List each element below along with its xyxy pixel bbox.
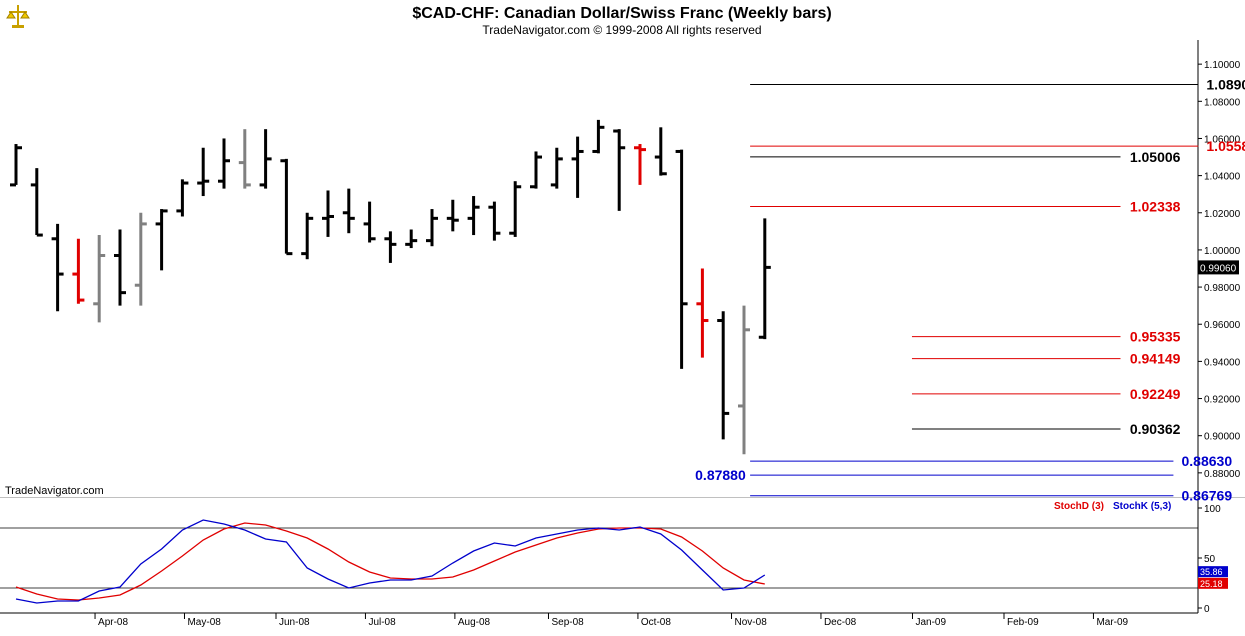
fib-level-label: 0.92249 — [1130, 386, 1181, 402]
ohlc-bar — [51, 223, 64, 312]
ohlc-bar — [758, 218, 771, 340]
stoch-tick-label: 0 — [1204, 604, 1210, 615]
price-tick-label: 1.02000 — [1204, 209, 1241, 220]
price-tick-label: 1.06000 — [1204, 134, 1241, 145]
ohlc-bar — [613, 129, 626, 211]
ohlc-bar — [696, 268, 709, 358]
last-price-label: 0.99060 — [1200, 263, 1237, 274]
price-tick-label: 1.04000 — [1204, 172, 1241, 183]
time-tick-label: Sep-08 — [551, 617, 584, 628]
time-axis: Apr-08 May-08 Jun-08 Jul-08 Aug-08 Sep-08 Oct-… — [94, 613, 1129, 628]
ohlc-bar — [405, 229, 418, 249]
copyright-text: TradeNavigator.com © 1999-2008 All right… — [482, 23, 761, 37]
ohlc-bar — [509, 181, 522, 237]
ohlc-bar — [30, 168, 43, 237]
chart-title: $CAD-CHF: Canadian Dollar/Swiss Franc (W… — [412, 5, 831, 22]
stoch-tick-label: 50 — [1204, 554, 1216, 565]
price-tick-label: 1.00000 — [1204, 246, 1241, 257]
price-tick-label: 0.94000 — [1204, 357, 1241, 368]
price-tick-label: 0.96000 — [1204, 320, 1241, 331]
ohlc-bar — [530, 151, 542, 189]
stoch-series-line — [15, 519, 766, 604]
price-tick-label: 0.98000 — [1204, 283, 1241, 294]
stochk-last-box — [1198, 566, 1228, 578]
stochastic-last-values: 35.86 25.18 — [1198, 566, 1228, 589]
stochd-last-box — [1198, 577, 1228, 589]
stochd-last-label: 25.18 — [1200, 579, 1223, 589]
fib-level-label: 1.08905 — [1206, 76, 1245, 92]
ohlc-bar — [384, 231, 397, 263]
ohlc-bar — [72, 238, 85, 304]
stochastic-lines — [15, 519, 766, 604]
price-bars — [10, 119, 771, 455]
ohlc-bar — [259, 129, 272, 189]
fib-level-label: 1.05006 — [1130, 149, 1181, 165]
ohlc-bar — [155, 209, 168, 271]
price-axis: 1.10000 1.08000 1.06000 1.04000 1.02000 1.000… — [1198, 60, 1241, 480]
last-price-marker: 0.99060 — [1198, 260, 1239, 275]
fib-level-label: 0.86769 — [1182, 488, 1233, 504]
watermark: TradeNavigator.com — [5, 485, 104, 497]
ohlc-bar — [322, 190, 334, 237]
fib-level-label: 0.88630 — [1182, 453, 1233, 469]
legend-stochd: StochD (3) — [1054, 501, 1104, 512]
ohlc-bar — [738, 305, 750, 455]
stochk-last-label: 35.86 — [1200, 567, 1223, 577]
ohlc-bar — [675, 149, 688, 369]
fib-level-label: 1.02338 — [1130, 198, 1181, 214]
ohlc-bar — [654, 127, 667, 176]
ohlc-bar — [634, 144, 646, 185]
ohlc-bar — [363, 201, 376, 243]
ohlc-bar — [550, 147, 563, 189]
time-tick-label: Mar-09 — [1096, 617, 1128, 628]
trade-navigator-logo-icon — [4, 2, 32, 30]
last-price-box — [1198, 260, 1239, 275]
price-tick-label: 1.08000 — [1204, 97, 1241, 108]
ohlc-bar — [592, 119, 605, 154]
ohlc-bar — [446, 199, 459, 232]
ohlc-bar — [280, 158, 293, 256]
ohlc-bar — [114, 229, 126, 306]
fib-level-label: 0.95335 — [1130, 329, 1181, 345]
ohlc-bar — [301, 212, 314, 260]
ohlc-bar — [134, 212, 147, 306]
ohlc-bar — [238, 129, 251, 189]
time-tick-label: Dec-08 — [824, 617, 857, 628]
price-tick-label: 1.10000 — [1204, 60, 1241, 71]
ohlc-bar — [717, 311, 730, 440]
stochastic-axis: 100 50 0 — [1198, 504, 1221, 615]
time-tick-label: Jun-08 — [279, 617, 310, 628]
ohlc-bar — [10, 144, 22, 187]
stoch-series-line — [15, 522, 765, 601]
fibonacci-levels: 1.08905 1.05588 1.05006 1.02338 0.95335 0.941… — [695, 76, 1245, 503]
time-tick-label: Feb-09 — [1007, 617, 1039, 628]
ohlc-bar — [93, 235, 106, 323]
time-tick-label: Apr-08 — [98, 617, 128, 628]
time-tick-label: May-08 — [187, 617, 221, 628]
ohlc-bar — [426, 209, 438, 247]
ohlc-bar — [197, 147, 210, 197]
ohlc-bar — [571, 136, 584, 198]
time-tick-label: Oct-08 — [641, 617, 671, 628]
ohlc-bar — [488, 201, 501, 241]
stoch-tick-label: 100 — [1204, 504, 1221, 515]
price-tick-label: 0.92000 — [1204, 395, 1241, 406]
fib-level-label: 0.94149 — [1130, 351, 1181, 367]
time-tick-label: Jul-08 — [368, 617, 396, 628]
fib-level-label: 1.05588 — [1206, 138, 1245, 154]
ohlc-bar — [218, 138, 230, 189]
ohlc-bar — [467, 196, 480, 236]
stochastic-legend: StochD (3) StochK (5,3) — [1054, 501, 1171, 512]
fib-level-label: 0.90362 — [1130, 421, 1181, 437]
time-tick-label: Aug-08 — [458, 617, 491, 628]
ohlc-bar — [176, 179, 189, 217]
fib-level-label: 0.87880 — [695, 467, 746, 483]
time-tick-label: Jan-09 — [915, 617, 946, 628]
legend-stochk: StochK (5,3) — [1113, 501, 1171, 512]
time-tick-label: Nov-08 — [735, 617, 768, 628]
price-tick-label: 0.90000 — [1204, 432, 1241, 443]
ohlc-bar — [342, 188, 355, 234]
price-tick-label: 0.88000 — [1204, 469, 1241, 480]
